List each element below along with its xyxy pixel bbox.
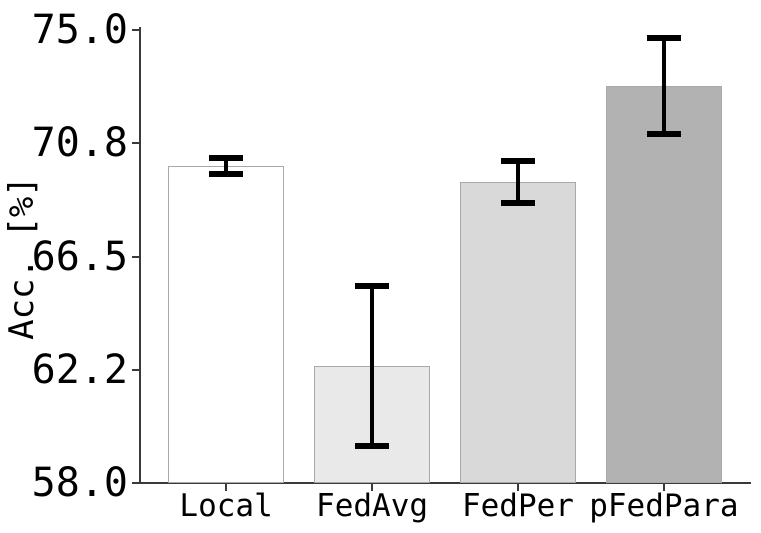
y-tick-mark <box>132 255 140 258</box>
error-bar-cap-high-fedavg <box>355 282 390 289</box>
bar-fedper <box>459 181 577 483</box>
y-tick-label: 70.8 <box>31 120 128 167</box>
y-tick-label: 58.0 <box>31 460 128 506</box>
y-tick-mark <box>132 142 140 145</box>
y-tick-label: 62.2 <box>31 346 128 393</box>
error-bar-cap-low-fedper <box>500 200 535 207</box>
x-tick-mark <box>225 483 228 491</box>
x-axis-spine <box>139 482 751 484</box>
x-tick-mark <box>371 483 374 491</box>
error-bar-cap-low-local <box>209 170 244 177</box>
x-tick-label-fedavg: FedAvg <box>316 488 429 524</box>
x-tick-label-pfedpara: pFedPara <box>589 488 739 524</box>
y-tick-label: 75.0 <box>31 7 128 53</box>
x-tick-mark <box>662 483 665 491</box>
x-tick-label-local: Local <box>179 488 273 524</box>
bar-pfedpara <box>605 85 723 483</box>
error-bar-cap-high-fedper <box>500 157 535 164</box>
error-bar-cap-low-pfedpara <box>646 130 681 137</box>
error-bar-cap-low-fedavg <box>355 442 390 449</box>
error-bar-line-fedavg <box>370 285 375 446</box>
x-tick-label-fedper: FedPer <box>461 488 574 524</box>
error-bar-line-pfedpara <box>661 37 666 134</box>
error-bar-line-local <box>224 157 229 174</box>
y-tick-mark <box>132 368 140 371</box>
y-tick-mark <box>132 29 140 31</box>
error-bar-line-fedper <box>515 160 520 204</box>
y-tick-mark <box>132 482 140 484</box>
bar-local <box>167 165 285 483</box>
x-tick-mark <box>516 483 519 491</box>
y-tick-label: 66.5 <box>31 233 128 280</box>
y-axis-spine <box>139 27 141 484</box>
error-bar-cap-high-local <box>209 154 244 161</box>
error-bar-cap-high-pfedpara <box>646 34 681 41</box>
